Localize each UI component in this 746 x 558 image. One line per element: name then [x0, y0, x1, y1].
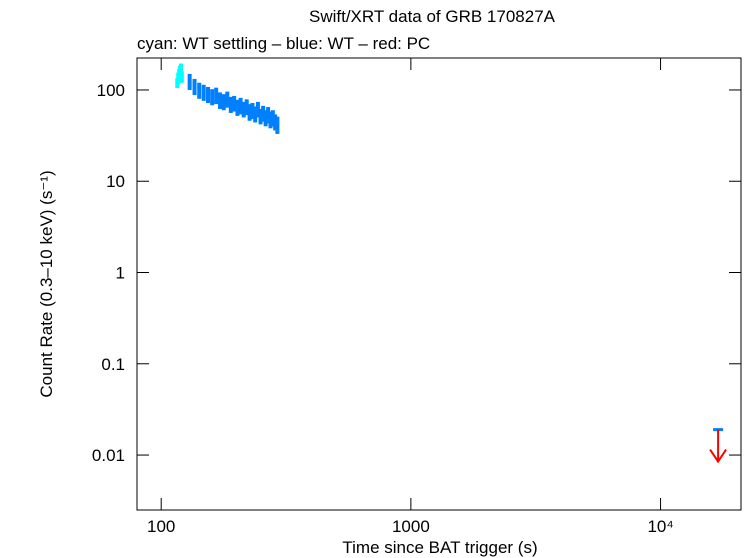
x-axis-label: Time since BAT trigger (s) [342, 538, 537, 557]
x-tick-label: 100 [147, 517, 175, 536]
plot-frame [136, 57, 742, 511]
y-tick-label: 10 [106, 172, 125, 191]
y-tick-label: 100 [97, 81, 125, 100]
y-tick-label: 0.01 [92, 446, 125, 465]
upper-limit-arrow [709, 429, 727, 464]
chart-title: Swift/XRT data of GRB 170827A [309, 7, 556, 26]
x-tick-label: 1000 [392, 517, 430, 536]
y-axis-label: Count Rate (0.3–10 keV) (s⁻¹) [37, 170, 56, 397]
x-tick-label: 10⁴ [647, 517, 673, 536]
chart-subtitle: cyan: WT settling – blue: WT – red: PC [137, 34, 430, 53]
y-tick-label: 0.1 [101, 355, 125, 374]
y-tick-label: 1 [116, 264, 125, 283]
